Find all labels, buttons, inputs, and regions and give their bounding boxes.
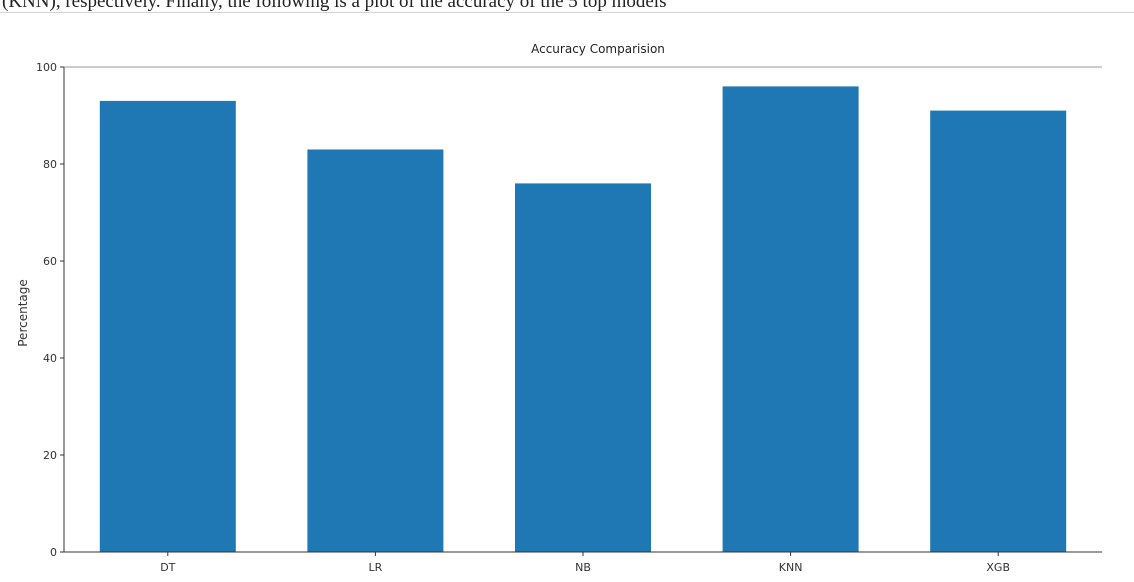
y-tick-label: 80 (43, 158, 57, 171)
caption-text-fragment: (KNN), respectively. Finally, the follow… (2, 0, 667, 11)
y-ticks-layer: 0 20 40 60 80 100 (36, 61, 64, 559)
bar-xgb (930, 110, 1067, 552)
x-tick-label: KNN (779, 561, 803, 574)
caption-divider (0, 12, 1134, 13)
bar-knn (722, 86, 859, 553)
y-axis-label: Percentage (16, 279, 30, 347)
x-ticks-layer: DT LR NB KNN XGB (160, 552, 1010, 574)
y-tick-label: 40 (43, 352, 57, 365)
y-tick-label: 60 (43, 255, 57, 268)
bar-lr (307, 149, 444, 552)
bars-layer (99, 86, 1067, 553)
y-tick-label: 0 (50, 546, 57, 559)
x-tick-label: NB (575, 561, 591, 574)
bar-nb (515, 183, 651, 552)
x-tick-label: XGB (986, 561, 1010, 574)
y-tick-label: 100 (36, 61, 57, 74)
chart-title: Accuracy Comparision (531, 42, 665, 56)
x-tick-label: DT (160, 561, 175, 574)
y-tick-label: 20 (43, 449, 57, 462)
x-tick-label: LR (369, 561, 383, 574)
bar-dt (99, 100, 236, 553)
